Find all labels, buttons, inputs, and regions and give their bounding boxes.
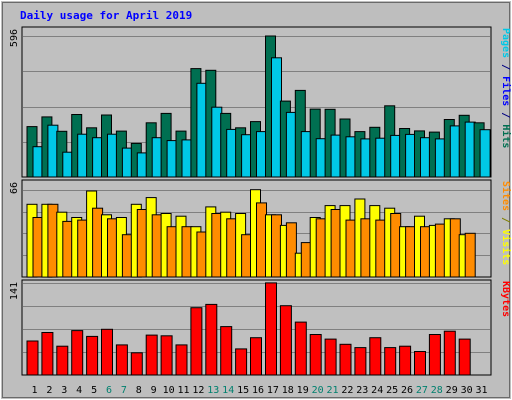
x-tick-label-24: 24 (371, 385, 383, 396)
x-tick-label-13: 13 (207, 385, 219, 396)
bar-kbytes-day-6 (101, 328, 113, 376)
bar-kbytes-day-19 (294, 321, 307, 376)
bar-kbytes-day-18 (279, 305, 292, 376)
x-tick-label-2: 2 (46, 385, 52, 396)
bar-kbytes-day-4 (71, 330, 84, 376)
x-tick-label-3: 3 (61, 385, 67, 396)
x-tick-label-12: 12 (192, 385, 204, 396)
panel-hits-files-pages: 596 Pages / Files / Hits (9, 26, 512, 178)
x-tick-label-4: 4 (76, 385, 82, 396)
panel-visits-sites: 66 Sites / Visits (9, 179, 512, 278)
bar-kbytes-day-9 (145, 334, 158, 376)
x-tick-label-22: 22 (341, 385, 353, 396)
x-tick-label-23: 23 (356, 385, 368, 396)
panel-max-label: 66 (9, 182, 20, 194)
bar-kbytes-day-28 (428, 334, 441, 376)
bar-kbytes-day-30 (458, 338, 471, 376)
bar-kbytes-day-7 (115, 344, 128, 376)
x-tick-label-16: 16 (252, 385, 264, 396)
x-tick-label-15: 15 (237, 385, 249, 396)
bar-sites-day-30 (464, 232, 476, 278)
panel-legend: Sites / Visits (500, 181, 512, 265)
chart-panels: 596 Pages / Files / Hits 66 Sites / Visits 1… (9, 26, 512, 376)
bar-kbytes-day-13 (205, 303, 218, 376)
panel-legend: KBytes (500, 281, 511, 317)
bar-kbytes-day-23 (354, 347, 367, 376)
bar-files-day-31 (479, 129, 491, 178)
x-tick-label-19: 19 (297, 385, 309, 396)
bar-kbytes-day-3 (56, 345, 69, 376)
x-tick-label-9: 9 (151, 385, 157, 396)
x-tick-label-28: 28 (431, 385, 443, 396)
legend-entry: Files (500, 76, 512, 106)
bar-sites-day-18 (285, 222, 297, 278)
bar-kbytes-day-22 (339, 343, 352, 376)
x-tick-label-31: 31 (475, 385, 487, 396)
bar-kbytes-day-29 (443, 330, 456, 376)
bar-kbytes-day-17 (265, 282, 277, 376)
panel-legend: Pages / Files / Hits (500, 28, 512, 148)
bar-kbytes-day-16 (250, 337, 262, 376)
bar-kbytes-day-10 (160, 335, 173, 376)
x-tick-label-20: 20 (312, 385, 324, 396)
x-tick-label-6: 6 (106, 385, 112, 396)
bar-kbytes-day-11 (175, 344, 188, 376)
x-axis: 1 2 3 4 5 6 7 8 9 10 11 12 13 14 15 16 17 18 19 20 21 22 23 24 2… (31, 385, 487, 396)
bar-kbytes-day-27 (414, 351, 426, 376)
bar-kbytes-day-21 (324, 338, 337, 376)
x-tick-label-7: 7 (121, 385, 127, 396)
bar-kbytes-day-25 (384, 347, 397, 376)
x-tick-label-27: 27 (416, 385, 428, 396)
x-tick-label-8: 8 (136, 385, 142, 396)
x-tick-label-21: 21 (326, 385, 338, 396)
x-tick-label-29: 29 (446, 385, 458, 396)
x-tick-label-5: 5 (91, 385, 97, 396)
bar-kbytes-day-24 (369, 337, 382, 376)
bar-kbytes-day-15 (235, 348, 248, 376)
chart-title: Daily usage for April 2019 (20, 9, 192, 22)
x-tick-label-1: 1 (31, 385, 37, 396)
bar-kbytes-day-8 (130, 352, 143, 376)
bar-kbytes-day-5 (86, 335, 99, 376)
legend-entry: Visits (500, 229, 512, 265)
legend-entry: KBytes (500, 281, 511, 317)
bar-kbytes-day-1 (26, 340, 39, 376)
legend-entry: / (500, 106, 511, 124)
legend-entry: Sites (500, 181, 512, 211)
bar-kbytes-day-20 (309, 334, 322, 376)
bar-kbytes-day-12 (190, 307, 203, 376)
legend-entry: / (500, 58, 511, 76)
x-tick-label-26: 26 (401, 385, 413, 396)
bar-kbytes-day-14 (220, 326, 233, 376)
legend-entry: Hits (500, 124, 512, 148)
legend-entry: / (500, 211, 511, 229)
x-tick-label-25: 25 (386, 385, 398, 396)
panel-max-label: 141 (9, 282, 20, 300)
panel-max-label: 596 (9, 29, 20, 47)
panel-kbytes: 141 KBytes (9, 279, 511, 376)
legend-entry: Pages (500, 28, 511, 58)
x-tick-label-18: 18 (282, 385, 294, 396)
x-tick-label-10: 10 (163, 385, 175, 396)
bar-kbytes-day-26 (399, 345, 412, 376)
bar-kbytes-day-2 (41, 332, 54, 376)
x-tick-label-14: 14 (222, 385, 234, 396)
x-tick-label-30: 30 (461, 385, 473, 396)
x-tick-label-11: 11 (177, 385, 189, 396)
x-tick-label-17: 17 (267, 385, 279, 396)
